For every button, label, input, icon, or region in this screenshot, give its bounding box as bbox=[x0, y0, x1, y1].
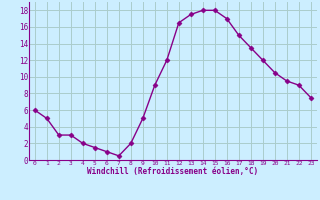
X-axis label: Windchill (Refroidissement éolien,°C): Windchill (Refroidissement éolien,°C) bbox=[87, 167, 258, 176]
